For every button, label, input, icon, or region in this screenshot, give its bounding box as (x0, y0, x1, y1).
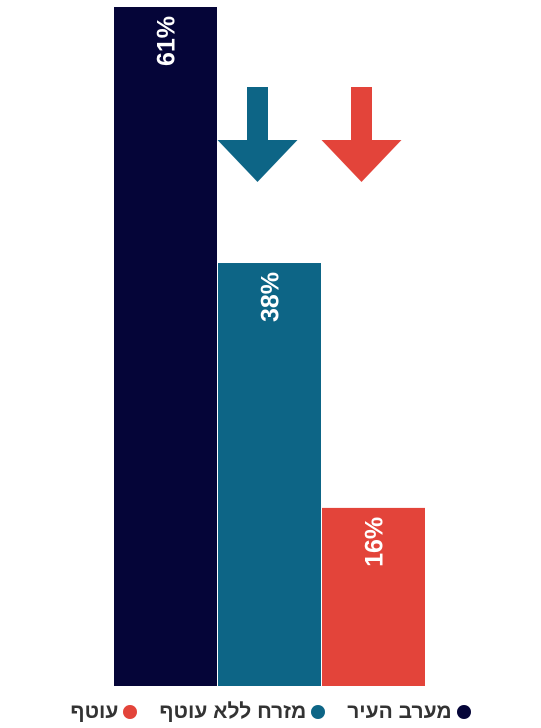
legend-label-envelope: עוטף (70, 700, 119, 723)
legend-swatch-west-city (456, 705, 471, 719)
legend-label-west-city: מערב העיר (347, 700, 452, 723)
down-arrow-icon-0 (217, 87, 298, 182)
legend-item-east-without-envelope: מזרח ללא עוטף (159, 700, 326, 724)
legend-label-east-without-envelope: מזרח ללא עוטף (159, 700, 307, 723)
legend-swatch-east-without-envelope (311, 705, 326, 719)
bar-value-label-0: 61% (153, 16, 181, 66)
bar-0 (114, 7, 217, 686)
legend-item-envelope: עוטף (70, 700, 138, 724)
bar-value-label-2: 16% (361, 517, 389, 567)
bar-chart: 61% 38% 16% (114, 7, 425, 686)
bar-2 (322, 507, 425, 686)
down-arrow-icon-1 (321, 87, 402, 182)
legend-item-west-city: מערב העיר (347, 700, 471, 724)
chart-legend: מערב העיר מזרח ללא עוטף עוטף (0, 697, 541, 727)
legend-swatch-envelope (123, 705, 138, 719)
bar-1 (218, 263, 321, 686)
bar-value-label-1: 38% (257, 272, 285, 322)
